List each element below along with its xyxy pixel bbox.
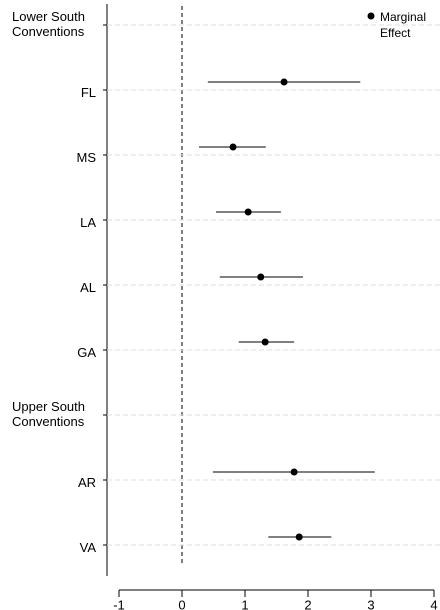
y-tick-label: LA: [80, 215, 96, 230]
x-tick-label: 4: [430, 597, 437, 610]
y-tick-label: AL: [80, 280, 96, 295]
x-tick-label: -1: [113, 597, 125, 610]
point: [229, 143, 237, 151]
legend-label: Marginal Effect: [380, 10, 427, 40]
point: [290, 468, 298, 476]
point: [261, 338, 269, 346]
x-tick-label: 0: [178, 597, 185, 610]
y-tick-label: AR: [77, 475, 96, 490]
y-tick-label: VA: [79, 540, 96, 555]
point: [244, 208, 252, 216]
y-group-label: Lower South Conventions: [12, 9, 85, 39]
legend-marker: [367, 12, 375, 20]
x-tick-label: 2: [304, 597, 311, 610]
x-tick-label: 1: [241, 597, 248, 610]
y-tick-label: FL: [80, 85, 96, 100]
y-tick-label: MS: [76, 150, 97, 165]
point: [280, 78, 288, 86]
y-tick-label: GA: [77, 345, 96, 360]
x-tick-label: 3: [367, 597, 374, 610]
y-group-label: Upper South Conventions: [12, 399, 85, 429]
point: [257, 273, 265, 281]
point: [295, 533, 303, 541]
